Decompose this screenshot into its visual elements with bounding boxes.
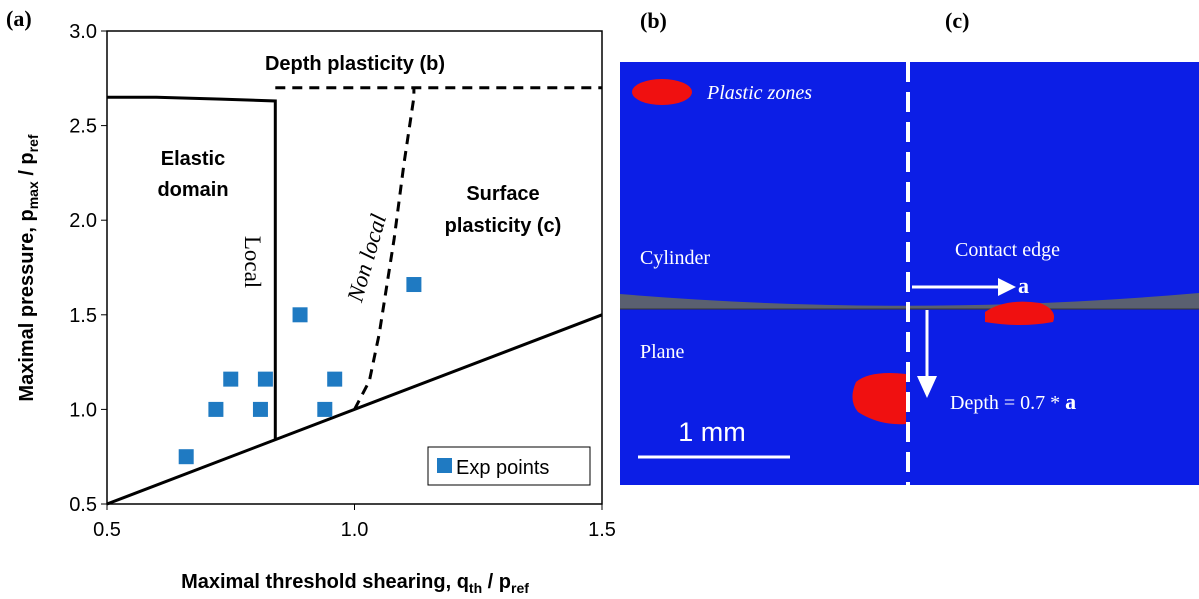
annotation: domain bbox=[157, 179, 228, 201]
legend-text: Plastic zones bbox=[706, 82, 812, 104]
data-point bbox=[208, 401, 224, 417]
data-point bbox=[327, 371, 343, 387]
data-point bbox=[257, 371, 273, 387]
y-tick-label: 1.5 bbox=[69, 305, 97, 327]
data-point bbox=[178, 449, 194, 465]
title-part: / p bbox=[482, 571, 511, 593]
annotation: Depth plasticity (b) bbox=[265, 53, 445, 75]
body-label: Cylinder bbox=[640, 247, 710, 269]
title-part: / p bbox=[16, 152, 38, 181]
arrow-head bbox=[917, 376, 937, 398]
data-point bbox=[406, 277, 422, 293]
title-part: Maximal pressure, p bbox=[16, 209, 38, 401]
contact-label: Contact edge bbox=[955, 239, 1060, 261]
legend-marker bbox=[437, 458, 452, 473]
boundary-line bbox=[353, 87, 416, 411]
y-tick-label: 2.0 bbox=[69, 210, 97, 232]
panel-label: (a) bbox=[6, 6, 32, 31]
contact-band bbox=[620, 293, 1199, 309]
x-tick-label: 1.5 bbox=[588, 519, 616, 541]
panel-label: (c) bbox=[945, 8, 969, 33]
legend-box bbox=[427, 446, 591, 486]
annotation: Elastic bbox=[161, 148, 225, 170]
annotation: Non local bbox=[342, 211, 391, 305]
data-point bbox=[292, 307, 308, 323]
annotation: plasticity (c) bbox=[445, 215, 562, 237]
body-label: Plane bbox=[640, 341, 685, 363]
x-tick-label: 1.0 bbox=[341, 519, 369, 541]
subscript: ref bbox=[25, 134, 41, 152]
x-axis-title: Maximal threshold shearing, qth / pref bbox=[181, 571, 529, 596]
y-tick-label: 3.0 bbox=[69, 21, 97, 43]
depth-plastic-zone bbox=[852, 373, 906, 425]
plastic-zone-legend bbox=[632, 79, 692, 105]
legend-label: Exp points bbox=[456, 457, 549, 479]
y-tick-label: 2.5 bbox=[69, 116, 97, 138]
subscript: ref bbox=[511, 580, 529, 596]
data-point bbox=[317, 401, 333, 417]
scale-label: 1 mm bbox=[678, 417, 746, 447]
a-label: a bbox=[1018, 273, 1029, 298]
data-point bbox=[252, 401, 268, 417]
y-tick-label: 1.0 bbox=[69, 399, 97, 421]
data-point bbox=[223, 371, 239, 387]
annotation: Surface bbox=[466, 183, 539, 205]
annotation: Local bbox=[240, 236, 265, 288]
depth-label: Depth = 0.7 * a bbox=[950, 389, 1076, 414]
subscript: max bbox=[25, 181, 41, 209]
subscript: th bbox=[469, 580, 482, 596]
x-tick-label: 0.5 bbox=[93, 519, 121, 541]
y-tick-label: 0.5 bbox=[69, 494, 97, 516]
boundary-line bbox=[107, 95, 277, 440]
arrow-head bbox=[998, 278, 1016, 296]
surface-plastic-zone bbox=[985, 301, 1055, 325]
title-part: Maximal threshold shearing, q bbox=[181, 571, 469, 593]
y-axis-title: Maximal pressure, pmax / pref bbox=[16, 134, 41, 401]
panel-label: (b) bbox=[640, 8, 667, 33]
